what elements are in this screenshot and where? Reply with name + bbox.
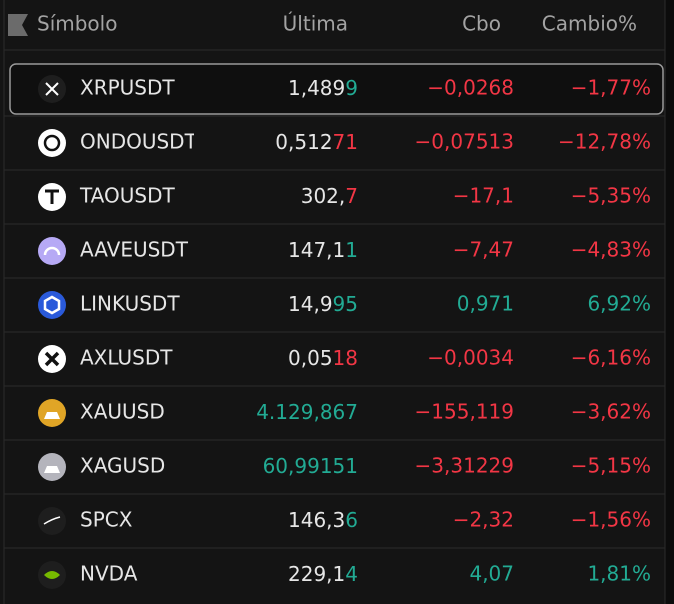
last-price: 1,4899 bbox=[288, 76, 358, 100]
change-pct: −1,56% bbox=[571, 508, 651, 532]
icon-glyph bbox=[45, 189, 59, 204]
last-price-part: 1 bbox=[345, 238, 358, 262]
watchlist-row[interactable]: ONDOUSDT 0,51271 −0,07513 −12,78% bbox=[4, 115, 665, 157]
header-change[interactable]: Cbo bbox=[462, 12, 501, 36]
symbol: SPCX bbox=[80, 508, 133, 532]
icon-glyph bbox=[43, 295, 61, 315]
change-pct: −4,83% bbox=[571, 238, 651, 262]
last-price-part: 146,3 bbox=[288, 508, 345, 532]
last-price-part: 147,1 bbox=[288, 238, 345, 262]
watchlist-row[interactable]: XAUUSD 4.129,867 −155,119 −3,62% bbox=[4, 385, 665, 427]
header-change-pct[interactable]: Cambio% bbox=[542, 12, 637, 36]
icon bbox=[38, 237, 66, 265]
watchlist-row[interactable]: XRPUSDT 1,4899 −0,0268 −1,77% bbox=[9, 63, 664, 115]
symbol: AXLUSDT bbox=[80, 346, 173, 370]
change: −2,32 bbox=[453, 508, 514, 532]
icon-glyph bbox=[44, 412, 60, 419]
last-price-part: 4.129,867 bbox=[256, 400, 358, 424]
change: −17,1 bbox=[453, 184, 514, 208]
change: −3,31229 bbox=[415, 454, 514, 478]
last-price: 146,36 bbox=[288, 508, 358, 532]
watchlist-row[interactable]: AAVEUSDT 147,11 −7,47 −4,83% bbox=[4, 223, 665, 265]
watchlist-row[interactable]: AXLUSDT 0,0518 −0,0034 −6,16% bbox=[4, 331, 665, 373]
last-price-part: 18 bbox=[333, 346, 358, 370]
symbol: XAGUSD bbox=[80, 454, 165, 478]
last-price-part: 7 bbox=[345, 184, 358, 208]
change-pct: −5,35% bbox=[571, 184, 651, 208]
last-price-part: 71 bbox=[333, 130, 358, 154]
last-price-part: 6 bbox=[345, 508, 358, 532]
change: −7,47 bbox=[453, 238, 514, 262]
icon-glyph bbox=[43, 516, 61, 525]
icon-glyph bbox=[43, 246, 61, 256]
last-price-part: 9 bbox=[345, 76, 358, 100]
change: −0,0268 bbox=[427, 76, 514, 100]
selection-outline bbox=[9, 63, 664, 115]
symbol: AAVEUSDT bbox=[80, 238, 189, 262]
header-last[interactable]: Última bbox=[283, 12, 348, 36]
change: −155,119 bbox=[415, 400, 514, 424]
change-pct: −12,78% bbox=[558, 130, 651, 154]
rows: XRPUSDT 1,4899 −0,0268 −1,77%ONDOUSDT 0,5127… bbox=[4, 63, 665, 589]
change: 0,971 bbox=[457, 292, 514, 316]
last-price-part: 0,05 bbox=[288, 346, 333, 370]
last-price: 14,995 bbox=[288, 292, 358, 316]
change-pct: −1,77% bbox=[571, 76, 651, 100]
symbol: XRPUSDT bbox=[80, 76, 175, 100]
change-pct: −6,16% bbox=[571, 346, 651, 370]
last-price: 302,7 bbox=[301, 184, 358, 208]
icon-glyph bbox=[44, 571, 60, 579]
last-price: 147,11 bbox=[288, 238, 358, 262]
icon bbox=[38, 291, 66, 319]
symbol: TAOUSDT bbox=[79, 184, 175, 208]
last-price: 4.129,867 bbox=[256, 400, 358, 424]
last-price: 0,51271 bbox=[275, 130, 358, 154]
change-pct: 6,92% bbox=[587, 292, 651, 316]
last-price-part: 4 bbox=[345, 562, 358, 586]
watchlist-row[interactable]: SPCX 146,36 −2,32 −1,56% bbox=[4, 493, 665, 535]
watchlist-row[interactable]: TAOUSDT 302,7 −17,1 −5,35% bbox=[4, 169, 665, 211]
icon-glyph bbox=[45, 82, 59, 96]
last-price-part: 1,489 bbox=[288, 76, 345, 100]
change-pct: −3,62% bbox=[571, 400, 651, 424]
icon-glyph bbox=[43, 134, 61, 152]
last-price: 60,99151 bbox=[263, 454, 358, 478]
header-flag[interactable] bbox=[8, 14, 28, 36]
symbol: XAUUSD bbox=[80, 400, 165, 424]
watchlist-row[interactable]: NVDA 229,14 4,07 1,81% bbox=[4, 547, 665, 589]
last-price-part: 229,1 bbox=[288, 562, 345, 586]
icon bbox=[38, 129, 66, 157]
change: 4,07 bbox=[469, 562, 514, 586]
icon-glyph bbox=[44, 351, 60, 367]
header-symbol[interactable]: Símbolo bbox=[37, 12, 117, 36]
change: −0,0034 bbox=[427, 346, 514, 370]
watchlist-row[interactable]: XAGUSD 60,99151 −3,31229 −5,15% bbox=[4, 439, 665, 481]
last-price-part: 14,9 bbox=[288, 292, 333, 316]
last-price-part: 95 bbox=[333, 292, 358, 316]
symbol: ONDOUSDT bbox=[80, 130, 198, 154]
watchlist-row[interactable]: LINKUSDT 14,995 0,971 6,92% bbox=[4, 277, 665, 319]
scrollbar-area bbox=[665, 0, 674, 604]
change-pct: 1,81% bbox=[587, 562, 651, 586]
last-price: 0,0518 bbox=[288, 346, 358, 370]
icon bbox=[38, 507, 66, 535]
last-price: 229,14 bbox=[288, 562, 358, 586]
icon-glyph bbox=[44, 466, 60, 473]
symbol: LINKUSDT bbox=[80, 292, 180, 316]
last-price-part: 60,99151 bbox=[263, 454, 358, 478]
last-price-part: 302, bbox=[301, 184, 346, 208]
change-pct: −5,15% bbox=[571, 454, 651, 478]
change: −0,07513 bbox=[415, 130, 514, 154]
symbol: NVDA bbox=[80, 562, 138, 586]
last-price-part: 0,512 bbox=[275, 130, 332, 154]
